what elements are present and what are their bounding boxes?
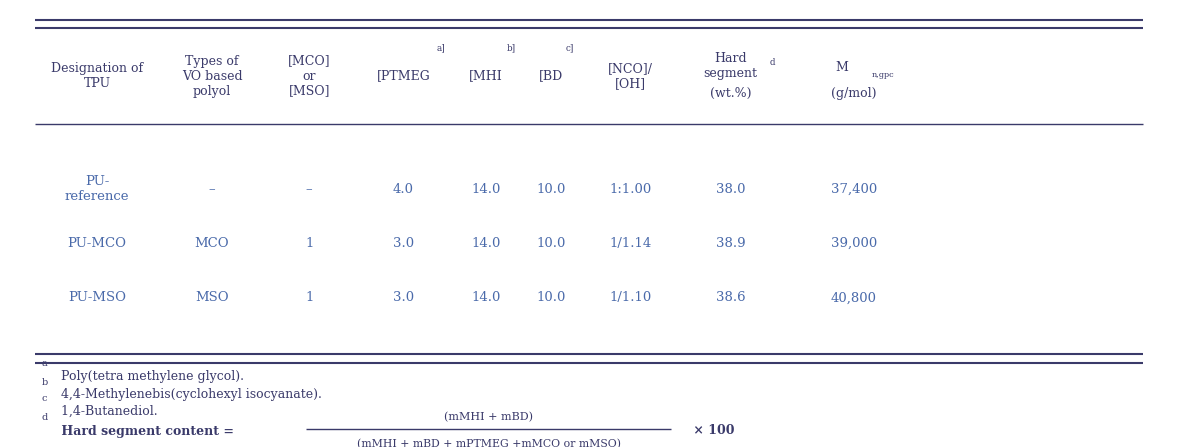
Text: 10.0: 10.0 (536, 183, 565, 196)
Text: 4,4-Methylenebis(cyclohexyl isocyanate).: 4,4-Methylenebis(cyclohexyl isocyanate). (57, 388, 322, 401)
Text: 10.0: 10.0 (536, 291, 565, 304)
Text: 38.9: 38.9 (715, 237, 746, 250)
Text: b: b (41, 378, 47, 387)
Text: b]: b] (507, 43, 516, 52)
Text: (wt.%): (wt.%) (709, 87, 752, 100)
Text: Hard: Hard (714, 52, 747, 65)
Text: 10.0: 10.0 (536, 237, 565, 250)
Text: 3.0: 3.0 (393, 291, 413, 304)
Text: 38.6: 38.6 (715, 291, 746, 304)
Text: c: c (41, 394, 47, 403)
Text: 1: 1 (305, 291, 313, 304)
Text: MCO: MCO (194, 237, 230, 250)
Text: [MCO]
or
[MSO]: [MCO] or [MSO] (287, 55, 331, 97)
Text: Designation of
TPU: Designation of TPU (51, 62, 144, 90)
Text: n,gpc: n,gpc (872, 71, 894, 79)
Text: [MHI: [MHI (469, 70, 503, 83)
Text: 14.0: 14.0 (471, 237, 501, 250)
Text: 40,800: 40,800 (830, 291, 878, 304)
Text: d: d (41, 413, 47, 422)
Text: a: a (41, 359, 47, 368)
Text: (mMHI + mBD): (mMHI + mBD) (444, 413, 534, 423)
Text: 1,4-Butanediol.: 1,4-Butanediol. (57, 405, 157, 417)
Text: MSO: MSO (196, 291, 229, 304)
Text: –: – (306, 183, 312, 196)
Text: 3.0: 3.0 (393, 237, 413, 250)
Text: × 100: × 100 (689, 424, 735, 437)
Text: PU-
reference: PU- reference (65, 175, 130, 203)
Text: Types of
VO based
polyol: Types of VO based polyol (181, 55, 243, 97)
Text: 14.0: 14.0 (471, 183, 501, 196)
Text: Poly(tetra methylene glycol).: Poly(tetra methylene glycol). (57, 370, 244, 383)
Text: (g/mol): (g/mol) (832, 87, 876, 100)
Text: 14.0: 14.0 (471, 291, 501, 304)
Text: d: d (769, 58, 775, 67)
Text: 1:1.00: 1:1.00 (609, 183, 651, 196)
Text: 4.0: 4.0 (393, 183, 413, 196)
Text: 1/1.10: 1/1.10 (609, 291, 651, 304)
Text: segment: segment (703, 67, 757, 80)
Text: c]: c] (565, 43, 575, 52)
Text: 1/1.14: 1/1.14 (609, 237, 651, 250)
Text: Hard segment content =: Hard segment content = (57, 425, 238, 438)
Text: M: M (836, 61, 848, 74)
Text: (mMHI + mBD + mPTMEG +mMCO or mMSO): (mMHI + mBD + mPTMEG +mMCO or mMSO) (357, 439, 621, 447)
Text: 39,000: 39,000 (830, 237, 878, 250)
Text: 37,400: 37,400 (830, 183, 878, 196)
Text: [BD: [BD (538, 70, 563, 83)
Text: [NCO]/
[OH]: [NCO]/ [OH] (608, 62, 653, 90)
Text: a]: a] (437, 43, 445, 52)
Text: –: – (209, 183, 216, 196)
Text: PU-MSO: PU-MSO (68, 291, 126, 304)
Text: 38.0: 38.0 (715, 183, 746, 196)
Text: 1: 1 (305, 237, 313, 250)
Text: PU-MCO: PU-MCO (67, 237, 127, 250)
Text: [PTMEG: [PTMEG (377, 70, 430, 83)
